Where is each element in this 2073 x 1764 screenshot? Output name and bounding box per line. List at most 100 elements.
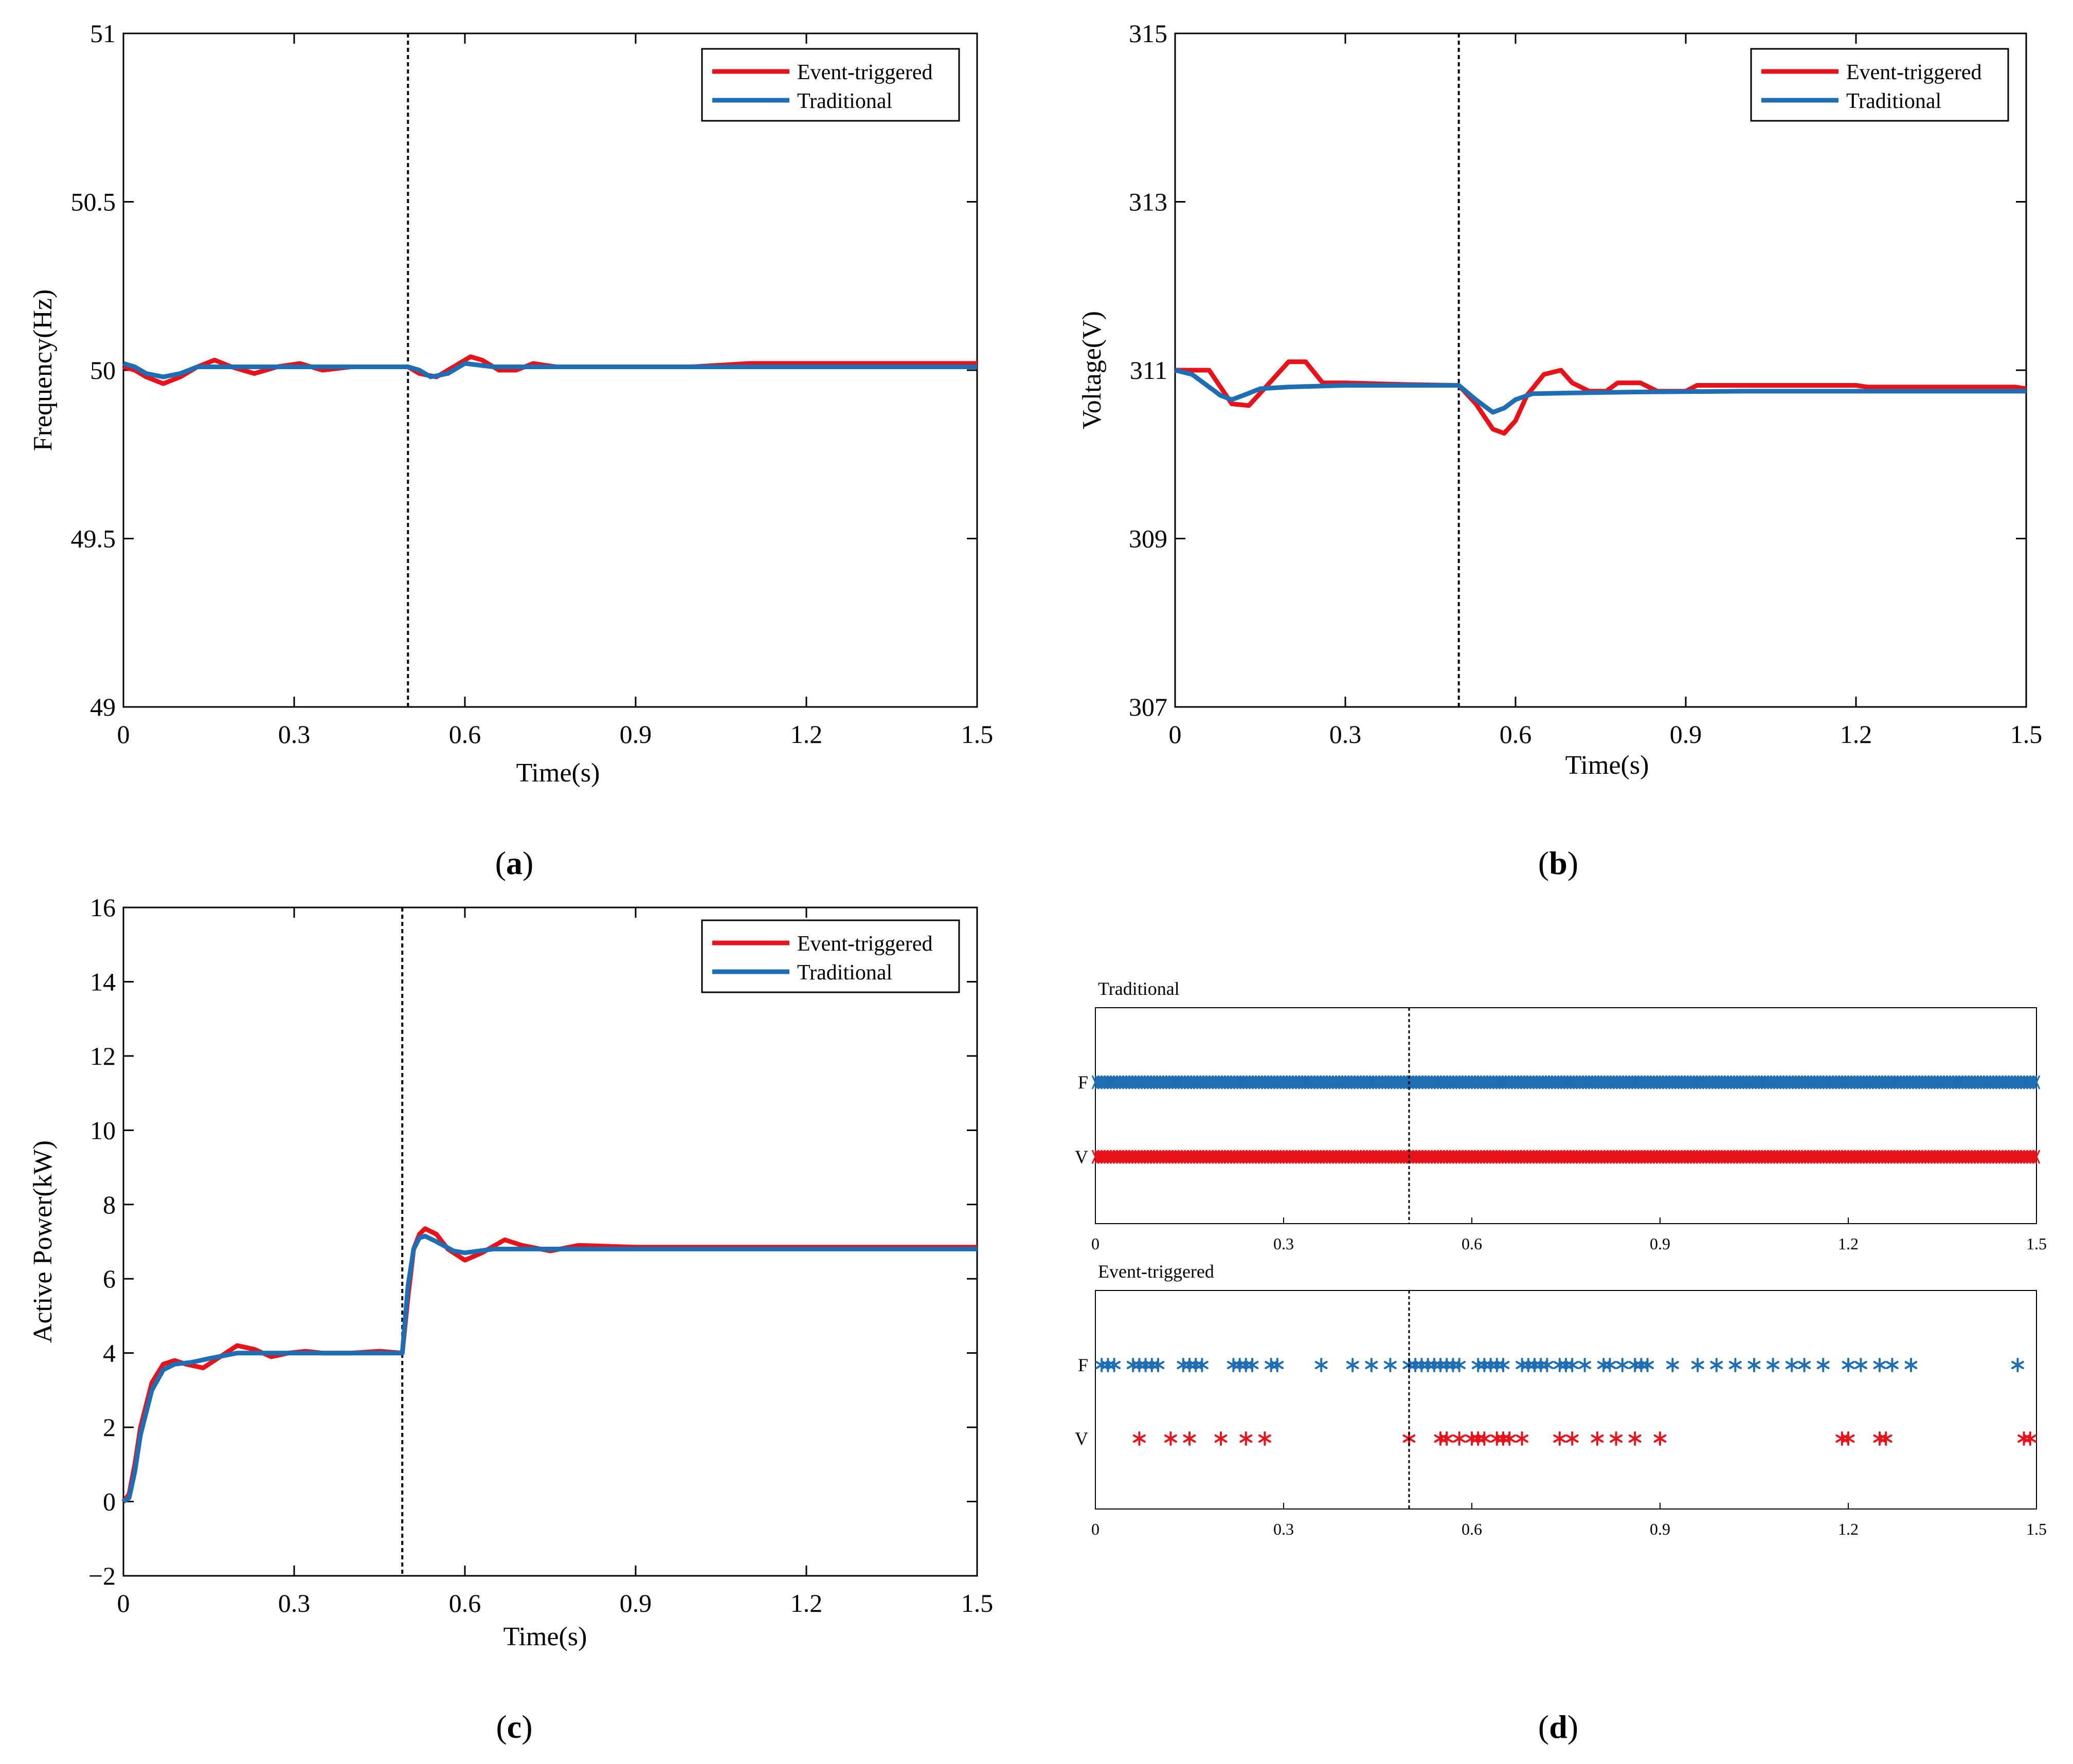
trigger-marker [1147, 1075, 1155, 1089]
x-axis: 0 0.3 0.6 0.9 1.2 1.5 [1169, 33, 2042, 749]
trigger-marker [1301, 1150, 1309, 1164]
x-tick-label: 1.5 [2026, 1520, 2047, 1538]
legend-label-traditional: Traditional [797, 89, 892, 113]
trigger-marker [1873, 1358, 1886, 1372]
trigger-marker [1597, 1075, 1606, 1089]
marker-stroke [2024, 1434, 2037, 1443]
trigger-marker [1181, 1150, 1189, 1164]
y-tick-label: 315 [1129, 19, 1167, 48]
trigger-marker [1764, 1075, 1772, 1089]
trigger-marker [1406, 1075, 1414, 1089]
trigger-marker [1576, 1075, 1584, 1089]
trigger-marker [1205, 1075, 1214, 1089]
trigger-marker [2032, 1075, 2041, 1089]
trigger-marker [1267, 1150, 1275, 1164]
trigger-marker [1823, 1075, 1831, 1089]
trigger-marker [1286, 1150, 1294, 1164]
marker-stroke [1729, 1361, 1742, 1369]
trigger-marker [1434, 1150, 1442, 1164]
trigger-marker [1484, 1358, 1497, 1372]
trigger-marker [1894, 1150, 1902, 1164]
trigger-marker [1886, 1358, 1899, 1372]
trigger-marker [1964, 1075, 1973, 1089]
x-tick-label: 0.3 [278, 1589, 311, 1617]
trigger-marker [1428, 1075, 1436, 1089]
marker-stroke [1516, 1434, 1528, 1443]
trigger-marker [1246, 1358, 1259, 1372]
marker-stroke [1616, 1361, 1629, 1369]
trigger-marker [1557, 1150, 1565, 1164]
trigger-marker [1094, 1150, 1103, 1164]
marker-stroke [1151, 1361, 1165, 1369]
trigger-marker [1196, 1075, 1204, 1089]
trigger-marker [1242, 1150, 1251, 1164]
trigger-marker [1539, 1150, 1547, 1164]
trigger-marker [1696, 1075, 1704, 1089]
trigger-marker [2017, 1431, 2030, 1446]
trigger-marker [1755, 1150, 1763, 1164]
trigger-marker [1227, 1075, 1235, 1089]
trigger-marker [1102, 1358, 1114, 1372]
trigger-marker [1455, 1150, 1464, 1164]
trigger-marker [1128, 1075, 1137, 1089]
trigger-marker [1165, 1150, 1174, 1164]
trigger-marker [1332, 1150, 1340, 1164]
trigger-marker [1267, 1075, 1275, 1089]
x-tick-label: 0.6 [1500, 720, 1532, 749]
trigger-marker [1637, 1150, 1646, 1164]
trigger-marker [1292, 1150, 1300, 1164]
trigger-marker [1415, 1358, 1428, 1372]
trigger-marker [1369, 1150, 1377, 1164]
trigger-marker [1995, 1150, 2004, 1164]
trigger-marker [1955, 1150, 1963, 1164]
trigger-marker [1653, 1075, 1661, 1089]
trigger-marker [1295, 1075, 1303, 1089]
trigger-marker [1553, 1431, 1566, 1446]
caption-letter: d [1549, 1708, 1567, 1745]
trigger-marker [1477, 1150, 1485, 1164]
trigger-marker [1366, 1150, 1374, 1164]
trigger-marker [1850, 1150, 1859, 1164]
trigger-marker [1341, 1075, 1349, 1089]
trigger-marker [1789, 1075, 1797, 1089]
trigger-marker [1335, 1075, 1343, 1089]
trigger-marker [1434, 1358, 1447, 1372]
caption-a: (a) [495, 845, 534, 881]
trigger-marker [1468, 1150, 1476, 1164]
caption-letter: a [506, 845, 522, 881]
trigger-marker [1860, 1150, 1868, 1164]
y-axis: 307 309 311 313 315 [1129, 19, 2026, 721]
trigger-marker [1711, 1150, 1720, 1164]
trigger-marker [1534, 1358, 1547, 1372]
trigger-marker [1391, 1150, 1399, 1164]
trigger-marker [1875, 1150, 1883, 1164]
trigger-marker [1252, 1150, 1260, 1164]
trigger-marker [1329, 1150, 1337, 1164]
trigger-marker [1400, 1150, 1408, 1164]
trigger-marker [2005, 1150, 2013, 1164]
trigger-marker [1715, 1075, 1723, 1089]
trigger-marker [1529, 1150, 1538, 1164]
trigger-marker [1983, 1075, 1991, 1089]
x-tick-label: 1.2 [790, 720, 823, 749]
trigger-marker [1619, 1075, 1627, 1089]
trigger-marker [1949, 1075, 1957, 1089]
y-tick-label: 6 [103, 1264, 116, 1293]
trigger-marker [1961, 1150, 1970, 1164]
trigger-marker [1522, 1358, 1535, 1372]
trigger-marker [1863, 1075, 1871, 1089]
marker-stroke [1691, 1361, 1704, 1369]
trigger-marker [1101, 1150, 1109, 1164]
trigger-marker [1666, 1358, 1679, 1372]
trigger-marker [1147, 1150, 1155, 1164]
trigger-marker [1813, 1150, 1822, 1164]
trigger-marker [1246, 1150, 1254, 1164]
trigger-marker [1946, 1075, 1954, 1089]
trigger-marker [1955, 1075, 1963, 1089]
trigger-marker [1766, 1358, 1779, 1372]
trigger-marker [1097, 1075, 1106, 1089]
trigger-marker [2032, 1150, 2041, 1164]
trigger-marker [1730, 1150, 1738, 1164]
x-tick-label: 1.5 [961, 1589, 994, 1617]
trigger-marker [1668, 1150, 1677, 1164]
